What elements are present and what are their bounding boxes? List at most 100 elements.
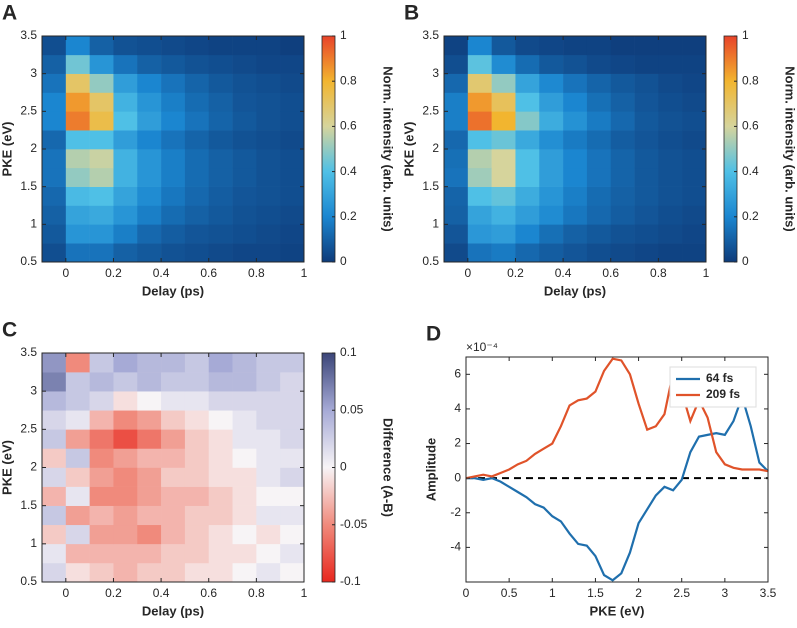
heatmap-cell xyxy=(256,74,280,93)
y-scale-label: ×10⁻⁴ xyxy=(466,340,498,354)
heatmap-cell xyxy=(209,429,233,448)
heatmap-cell xyxy=(611,187,635,206)
x-tick-label: 0.8 xyxy=(248,586,265,600)
x-tick-label: 2 xyxy=(635,586,642,600)
heatmap-cell xyxy=(66,206,90,225)
heatmap-cell xyxy=(280,506,304,525)
heatmap-cell xyxy=(161,55,185,74)
heatmap-cell xyxy=(66,224,90,243)
y-tick-label: 3 xyxy=(432,66,439,80)
panel-label: B xyxy=(404,2,419,25)
heatmap-cell xyxy=(113,410,137,429)
heatmap-cell xyxy=(468,55,492,74)
colorbar-tick-label: 0 xyxy=(340,460,347,474)
heatmap-cell xyxy=(492,243,516,262)
heatmap-cell xyxy=(185,525,209,544)
colorbar xyxy=(724,36,737,262)
heatmap-cell xyxy=(280,243,304,262)
heatmap-cell xyxy=(137,544,161,563)
heatmap-cell xyxy=(587,93,611,112)
heatmap-cell xyxy=(468,187,492,206)
heatmap-cell xyxy=(185,563,209,582)
y-tick-label: 2 xyxy=(432,141,439,155)
heatmap-cell xyxy=(682,36,706,55)
heatmap-cell xyxy=(587,74,611,93)
y-tick-label: 3 xyxy=(30,383,37,397)
heatmap-cell xyxy=(515,111,539,130)
heatmap-cell xyxy=(137,372,161,391)
y-tick-label: 0.5 xyxy=(20,254,37,268)
heatmap-cell xyxy=(280,448,304,467)
heatmap-cell xyxy=(90,544,114,563)
colorbar-tick-label: 0 xyxy=(742,254,749,268)
heatmap-cell xyxy=(137,149,161,168)
heatmap-cell xyxy=(185,353,209,372)
heatmap-cell xyxy=(682,74,706,93)
heatmap-cell xyxy=(42,130,66,149)
heatmap-cell xyxy=(682,93,706,112)
heatmap-cell xyxy=(682,130,706,149)
heatmap-cell xyxy=(233,130,257,149)
heatmap-cell xyxy=(113,149,137,168)
heatmap-cell xyxy=(563,206,587,225)
y-tick-label: 0.5 xyxy=(422,254,439,268)
heatmap-cell xyxy=(137,353,161,372)
heatmap-cell xyxy=(66,243,90,262)
heatmap-cell xyxy=(256,525,280,544)
heatmap-cell xyxy=(113,36,137,55)
y-tick-label: 3.5 xyxy=(20,345,37,359)
heatmap-cell xyxy=(137,429,161,448)
y-tick-label: 2.5 xyxy=(422,104,439,118)
heatmap-cell xyxy=(658,111,682,130)
heatmap-cell xyxy=(42,525,66,544)
heatmap-cell xyxy=(161,74,185,93)
heatmap-cell xyxy=(66,372,90,391)
heatmap-cell xyxy=(161,525,185,544)
x-tick-label: 0.6 xyxy=(602,266,619,280)
heatmap-cell xyxy=(563,168,587,187)
heatmap-cell xyxy=(635,130,659,149)
x-tick-label: 0.4 xyxy=(153,266,170,280)
heatmap-cell xyxy=(563,243,587,262)
heatmap-cell xyxy=(42,487,66,506)
x-axis-label: Delay (ps) xyxy=(544,283,606,298)
x-tick-label: 0.4 xyxy=(555,266,572,280)
heatmap-cell xyxy=(233,168,257,187)
heatmap-cell xyxy=(185,506,209,525)
x-tick-label: 0.8 xyxy=(650,266,667,280)
legend-label: 64 fs xyxy=(706,371,734,385)
heatmap-cell xyxy=(90,429,114,448)
heatmap-cell xyxy=(66,168,90,187)
heatmap-cell xyxy=(113,391,137,410)
colorbar xyxy=(322,36,335,262)
heatmap-cell xyxy=(233,391,257,410)
heatmap-cell xyxy=(90,353,114,372)
panel-label: A xyxy=(2,2,17,25)
heatmap-cell xyxy=(256,410,280,429)
y-tick-label: 1 xyxy=(30,217,37,231)
heatmap-cell xyxy=(444,243,468,262)
heatmap-cell xyxy=(185,429,209,448)
heatmap-cell xyxy=(539,224,563,243)
heatmap-cell xyxy=(161,372,185,391)
heatmap-cell xyxy=(256,206,280,225)
heatmap-cell xyxy=(113,353,137,372)
heatmap-cell xyxy=(468,74,492,93)
heatmap-cell xyxy=(90,410,114,429)
heatmap-cell xyxy=(137,93,161,112)
heatmap-cell xyxy=(256,224,280,243)
heatmap-cell xyxy=(635,74,659,93)
heatmap-cell xyxy=(185,93,209,112)
heatmap-cell xyxy=(563,36,587,55)
heatmap-cell xyxy=(137,243,161,262)
heatmap-cell xyxy=(444,149,468,168)
heatmap-cell xyxy=(185,448,209,467)
y-tick-label: 2 xyxy=(30,141,37,155)
y-tick-label: 2.5 xyxy=(20,104,37,118)
heatmap-cell xyxy=(280,468,304,487)
heatmap-cell xyxy=(113,93,137,112)
heatmap-cell xyxy=(468,93,492,112)
y-tick-label: -4 xyxy=(450,540,461,554)
data-line xyxy=(466,397,768,580)
heatmap-cell xyxy=(515,243,539,262)
